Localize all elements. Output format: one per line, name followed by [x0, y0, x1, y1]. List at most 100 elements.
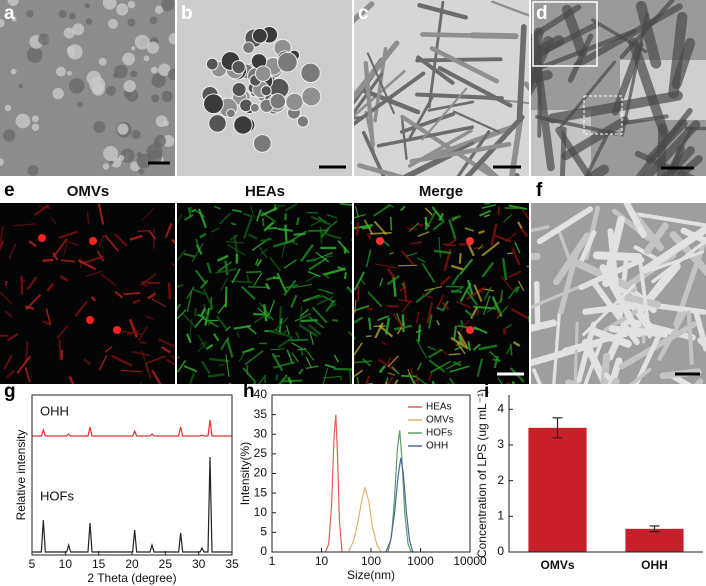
fluor: [202, 316, 214, 324]
fluor: [456, 300, 472, 309]
blob: [118, 154, 125, 162]
fluor: [442, 243, 457, 247]
rod: [599, 264, 643, 338]
fluor: [291, 352, 299, 363]
fluor: [228, 382, 232, 384]
fluor: [339, 203, 352, 206]
fluor: [332, 318, 339, 322]
rod: [509, 114, 524, 176]
fluor: [305, 365, 319, 370]
fluor: [128, 318, 139, 338]
fluor: [354, 214, 366, 219]
fluor: [253, 272, 263, 287]
fluor: [308, 316, 325, 329]
fluor: [308, 257, 328, 271]
fluor: [441, 301, 450, 311]
fluor: [255, 209, 262, 222]
x-tick-label: 10: [59, 557, 73, 571]
strand: [661, 146, 695, 176]
fluor: [354, 369, 363, 378]
fluor: [449, 377, 455, 384]
fluor: [271, 316, 289, 334]
fluor: [472, 343, 481, 351]
fluor: [132, 299, 141, 304]
fluor: [233, 234, 239, 257]
fluor: [494, 234, 512, 243]
fluor: [0, 240, 5, 251]
rod: [403, 141, 475, 176]
fluor: [194, 307, 197, 317]
blob: [127, 0, 136, 9]
blob: [15, 113, 31, 129]
fluor: [59, 275, 69, 282]
fluor: [42, 320, 51, 325]
fluor: [303, 347, 315, 361]
fluor: [427, 348, 443, 359]
rod: [429, 46, 500, 84]
fluor: [277, 336, 294, 349]
fluor: [171, 238, 175, 245]
fluor: [496, 309, 502, 320]
strand: [555, 126, 593, 176]
fluor: [132, 350, 150, 357]
fluor: [437, 347, 448, 355]
fluor: [427, 373, 433, 382]
fluor: [326, 255, 333, 258]
fluor: [259, 302, 274, 321]
fluor: [52, 238, 68, 258]
fluor: [260, 248, 269, 256]
fluor: [467, 243, 475, 257]
fluor: [166, 358, 175, 365]
blob: [63, 27, 75, 39]
fluor: [218, 363, 225, 366]
particle: [269, 93, 286, 110]
fluor: [421, 293, 434, 299]
fluor: [478, 229, 485, 235]
fluor: [191, 208, 197, 213]
fluor: [387, 372, 396, 376]
particle: [203, 93, 224, 115]
fluor: [416, 223, 424, 227]
fluor: [5, 369, 16, 379]
fluor: [257, 307, 271, 319]
y-tick-label: 1: [497, 508, 504, 522]
fluor: [316, 296, 334, 306]
fluor: [45, 308, 52, 326]
blob: [114, 64, 128, 79]
fluor: [373, 220, 387, 236]
fluor: [268, 226, 278, 230]
fluor: [137, 230, 150, 233]
fluor: [436, 294, 445, 309]
fluor: [401, 300, 412, 313]
fluor: [244, 350, 264, 366]
panel-label: i: [484, 381, 489, 402]
fluor: [230, 280, 253, 284]
fluor: [140, 350, 147, 361]
blob: [131, 129, 141, 140]
fluor: [28, 240, 37, 248]
y-tick-label: 35: [254, 407, 268, 421]
fluor: [451, 274, 460, 286]
blob: [26, 46, 43, 63]
fluor: [512, 341, 521, 347]
fluor: [387, 376, 394, 384]
fluor: [104, 345, 113, 353]
fluor: [417, 324, 421, 342]
fluor: [453, 325, 458, 340]
panel-label: c: [358, 3, 369, 24]
rod: [469, 32, 519, 40]
blob: [131, 46, 136, 51]
fluor: [141, 281, 161, 285]
fluor: [217, 303, 227, 314]
fluor: [252, 381, 257, 384]
rod: [427, 0, 445, 109]
fluor: [387, 357, 391, 365]
fluor: [213, 205, 222, 210]
fluor: [186, 291, 193, 313]
fluor: [399, 285, 406, 292]
image-label: HEAs: [245, 183, 285, 200]
blob: [161, 90, 173, 102]
fluor: [195, 238, 199, 246]
blob: [31, 123, 40, 131]
particle: [285, 92, 304, 112]
